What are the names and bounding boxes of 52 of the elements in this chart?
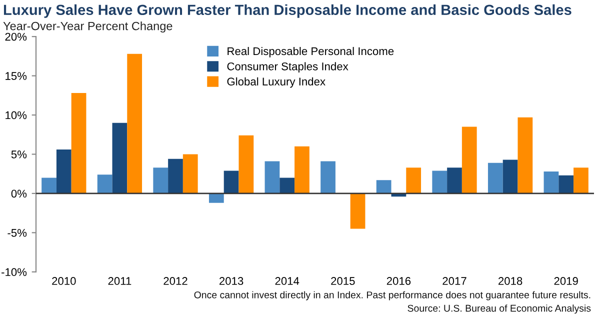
bar — [350, 193, 366, 229]
bar — [376, 180, 392, 194]
bar — [558, 175, 574, 194]
y-tick-label: 0% — [11, 190, 27, 198]
bar — [56, 150, 72, 194]
x-tick-label: 2014 — [275, 277, 300, 285]
bar — [518, 117, 533, 194]
bar — [182, 154, 198, 194]
x-tick-label: 2018 — [498, 277, 522, 285]
x-tick-label: 2013 — [220, 277, 244, 285]
legend-label: Global Luxury Index — [227, 77, 326, 88]
bar — [208, 193, 224, 203]
y-tick-label: 20% — [5, 32, 27, 41]
bar — [406, 168, 422, 194]
legend-label: Consumer Staples Index — [227, 62, 348, 73]
bar — [238, 135, 254, 194]
y-tick-label: 5% — [11, 150, 27, 158]
bar — [280, 178, 295, 194]
bar — [224, 170, 239, 194]
bar — [112, 122, 128, 194]
x-tick-label: 2012 — [164, 277, 188, 285]
bar — [264, 161, 280, 194]
bar — [97, 174, 112, 194]
bar — [127, 54, 142, 194]
bar — [42, 178, 56, 194]
x-tick-label: 2016 — [386, 277, 411, 285]
y-tick-label: -10% — [2, 268, 27, 276]
chart-title: Luxury Sales Have Grown Faster Than Disposable Income and Basic Goods Sales — [4, 4, 572, 18]
x-tick-label: 2019 — [554, 277, 578, 285]
bar — [502, 160, 518, 194]
bar — [462, 126, 477, 194]
x-tick-label: 2015 — [331, 277, 355, 285]
text: Once cannot invest directly in an Index. Past performance does not guarantee future results. — [194, 291, 590, 300]
y-tick-label: 15% — [6, 72, 27, 80]
legend-label: Real Disposable Personal Income — [228, 46, 394, 58]
x-tick-label: 2017 — [442, 277, 466, 285]
bar — [153, 168, 168, 194]
chart-subtitle: Year-Over-Year Percent Change — [3, 22, 172, 33]
bar — [168, 158, 183, 194]
bar — [71, 93, 86, 194]
y-tick-label: -5% — [8, 228, 27, 237]
x-tick-label: 2011 — [108, 277, 132, 285]
bar — [432, 170, 448, 194]
x-tick-label: 2010 — [52, 277, 76, 285]
source-note: Source: U.S. Bureau of Economic Analysis — [408, 304, 591, 314]
bar — [574, 168, 588, 194]
bar — [320, 161, 336, 194]
y-tick-label: 10% — [6, 111, 27, 120]
bar — [544, 171, 559, 194]
bar — [294, 146, 310, 194]
bar — [447, 168, 462, 194]
bar — [488, 162, 503, 194]
